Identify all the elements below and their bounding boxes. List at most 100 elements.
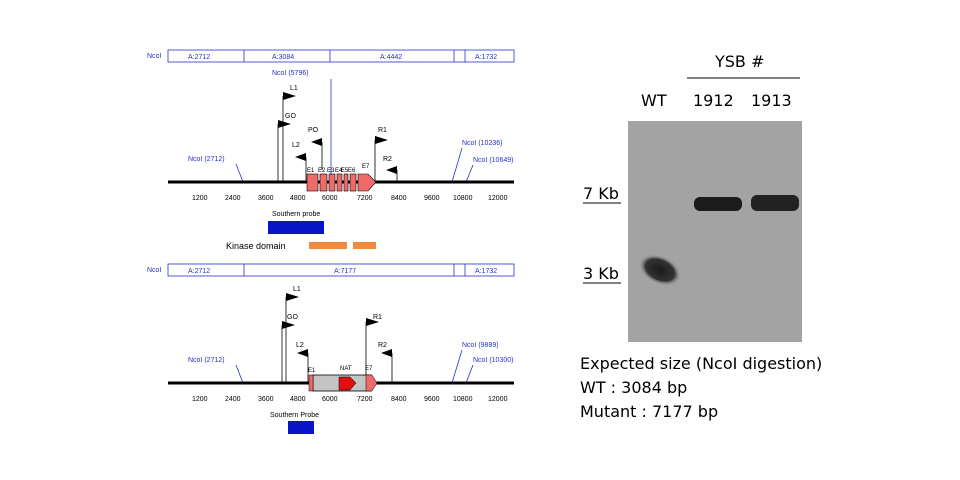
svg-text:R2: R2 [383, 156, 392, 163]
wt-ncoi-right-site-2: NcoI (10649) [473, 157, 513, 164]
wt-primer-l1: L1 [282, 85, 298, 182]
mut-fragment-2: A:7177 [334, 268, 356, 275]
southern-blot: YSB # WT 1912 1913 7 Kb 3 Kb [583, 52, 802, 342]
caption-line-1: Expected size (NcoI digestion) [580, 354, 822, 373]
mut-nat-label: NAT [340, 366, 352, 372]
mut-primer-r1: R1 [365, 314, 382, 383]
mut-primer-l2: L2 [296, 342, 309, 383]
wt-southern-probe [268, 221, 324, 234]
svg-text:1200: 1200 [192, 396, 208, 403]
mut-ncoi-left-site: NcoI (2712) [188, 357, 225, 364]
marker-3kb: 3 Kb [583, 264, 619, 283]
wt-exon-label-e2: E2 [318, 168, 326, 174]
mut-ncoi-right-site-1: NcoI (9889) [462, 342, 499, 349]
svg-text:6000: 6000 [322, 195, 338, 202]
wt-ncoi-top-label: NcoI (5796) [272, 70, 309, 77]
wt-fragment-2: A:3084 [272, 54, 294, 61]
wt-fragment-bar [167, 49, 515, 63]
mut-primer-go: GO [281, 314, 298, 383]
kinase-domain-label: Kinase domain [226, 241, 286, 251]
svg-text:R2: R2 [378, 342, 387, 349]
svg-text:2400: 2400 [225, 195, 241, 202]
wt-exon-3 [328, 173, 336, 192]
svg-text:10800: 10800 [453, 195, 473, 202]
svg-text:2400: 2400 [225, 396, 241, 403]
mutant-map: NcoI A:2712 A:7177 A:1732 NcoI (2712) Nc… [147, 263, 515, 434]
wt-exon-label-e3: E3 [327, 168, 335, 174]
wt-exon-label-e4: E4 [335, 168, 343, 174]
wt-ncoi-left-label: NcoI [147, 53, 161, 60]
svg-text:9600: 9600 [424, 396, 440, 403]
wt-exon-1 [306, 173, 319, 192]
wt-exon-5 [343, 173, 349, 192]
svg-text:R1: R1 [378, 127, 387, 134]
kinase-domain-bar-2 [353, 242, 376, 249]
wt-primer-l2: L2 [292, 142, 307, 182]
svg-text:L2: L2 [292, 142, 300, 149]
mut-ncoi-right-site-2: NcoI (10300) [473, 357, 513, 364]
svg-text:L1: L1 [293, 286, 301, 293]
mut-exon-1 [308, 374, 314, 392]
wt-exon-label-e6: E6 [348, 168, 356, 174]
wt-ticks: 1200 2400 3600 4800 6000 7200 8400 9600 … [192, 195, 508, 202]
caption-line-3: Mutant : 7177 bp [580, 402, 718, 421]
band-1912 [694, 197, 742, 211]
blot-group-label: YSB # [714, 52, 764, 71]
wt-ncoi-right-site-1: NcoI (10236) [462, 140, 502, 147]
svg-text:R1: R1 [373, 314, 382, 321]
mut-fragment-1: A:2712 [188, 268, 210, 275]
mut-nat-arrow [338, 376, 357, 391]
svg-text:GO: GO [287, 314, 298, 321]
svg-text:4800: 4800 [290, 396, 306, 403]
marker-7kb: 7 Kb [583, 184, 619, 203]
svg-text:4800: 4800 [290, 195, 306, 202]
kinase-domain-bar-1 [309, 242, 347, 249]
mut-exon-7-arrow [365, 374, 378, 392]
wt-exon-2 [319, 173, 328, 192]
caption-line-2: WT : 3084 bp [580, 378, 687, 397]
wt-fragment-3: A:4442 [380, 54, 402, 61]
wt-primer-r2: R2 [383, 156, 398, 182]
svg-text:10800: 10800 [453, 396, 473, 403]
mut-ticks: 1200 2400 3600 4800 6000 7200 8400 9600 … [192, 396, 508, 403]
band-1913 [751, 195, 799, 211]
svg-text:12000: 12000 [488, 396, 508, 403]
svg-text:L1: L1 [290, 85, 298, 92]
svg-text:PO: PO [308, 127, 319, 134]
mut-exon-label-e1: E1 [308, 368, 316, 374]
mut-exon-label-e7: E7 [365, 366, 373, 372]
wt-exon-7-arrow [357, 173, 377, 192]
svg-text:7200: 7200 [357, 195, 373, 202]
lane-label-wt: WT [641, 91, 667, 110]
svg-text:7200: 7200 [357, 396, 373, 403]
svg-text:12000: 12000 [488, 195, 508, 202]
wt-exon-label-e1: E1 [307, 168, 315, 174]
blot-membrane [628, 121, 802, 342]
wt-primer-go: GO [277, 113, 296, 182]
wt-map: NcoI A:2712 A:3084 A:4442 A:1732 NcoI (5… [147, 49, 515, 251]
mut-fragment-bar [167, 263, 515, 277]
mut-fragment-3: A:1732 [475, 268, 497, 275]
wt-exon-label-e5: E5 [341, 168, 349, 174]
wt-primer-r1: R1 [374, 127, 388, 182]
svg-text:GO: GO [285, 113, 296, 120]
svg-text:9600: 9600 [424, 195, 440, 202]
svg-text:3600: 3600 [258, 396, 274, 403]
wt-exons [306, 173, 377, 192]
svg-text:L2: L2 [296, 342, 304, 349]
svg-text:6000: 6000 [322, 396, 338, 403]
wt-exon-label-e7: E7 [362, 164, 370, 170]
wt-fragment-1: A:2712 [188, 54, 210, 61]
caption: Expected size (NcoI digestion) WT : 3084… [580, 354, 822, 421]
wt-ncoi-left-site: NcoI (2712) [188, 156, 225, 163]
mut-probe-label: Southern Probe [270, 412, 319, 419]
wt-probe-label: Southern probe [272, 211, 320, 218]
svg-text:1200: 1200 [192, 195, 208, 202]
wt-fragment-4: A:1732 [475, 54, 497, 61]
svg-text:8400: 8400 [391, 195, 407, 202]
mut-ncoi-left-label: NcoI [147, 267, 161, 274]
mut-primer-r2: R2 [378, 342, 393, 383]
svg-text:3600: 3600 [258, 195, 274, 202]
mut-southern-probe [288, 421, 314, 434]
